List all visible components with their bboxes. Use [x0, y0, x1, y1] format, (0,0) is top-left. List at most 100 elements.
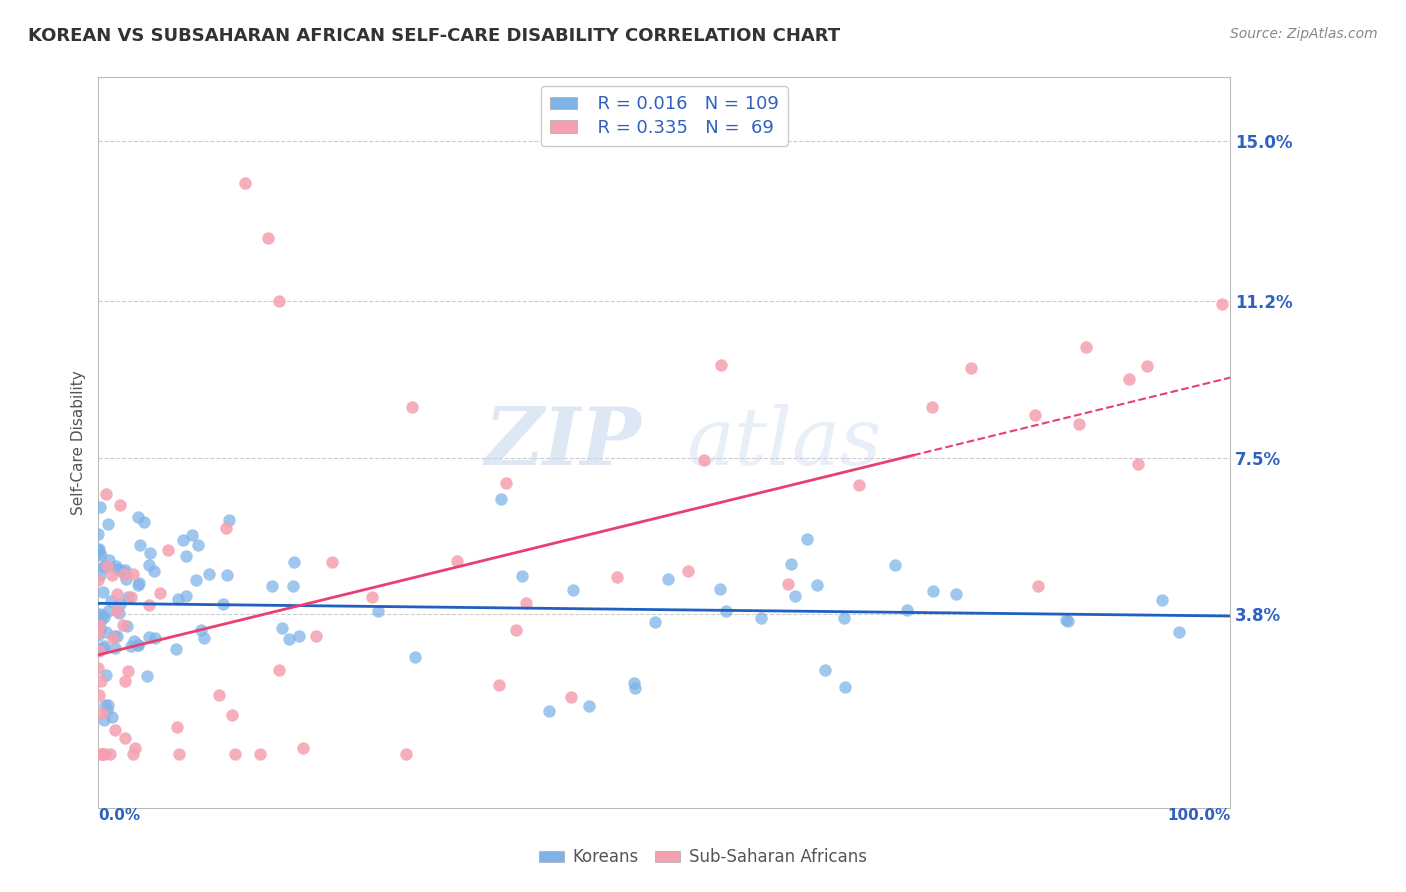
Point [105, 587, 128, 601]
Point [87, 626, 110, 640]
Point [127, 638, 149, 652]
Point [129, 538, 152, 552]
Point [165, 641, 187, 656]
Point [105, 562, 128, 576]
Point [623, 675, 645, 690]
Point [87, 542, 110, 557]
Point [1118, 372, 1140, 386]
Point [87, 628, 110, 642]
Point [692, 453, 714, 467]
Point [305, 629, 328, 643]
Point [1074, 340, 1097, 354]
Point [848, 478, 870, 492]
Point [960, 360, 983, 375]
Point [710, 358, 733, 372]
Point [1136, 359, 1159, 373]
Point [91, 747, 114, 761]
Point [193, 632, 215, 646]
Point [174, 589, 197, 603]
Legend:   R = 0.016   N = 109,   R = 0.335   N =  69: R = 0.016 N = 109, R = 0.335 N = 69 [540, 87, 787, 146]
Point [217, 568, 239, 582]
Point [90, 673, 112, 688]
Point [489, 491, 512, 506]
Point [89, 621, 111, 635]
Point [249, 747, 271, 761]
Point [93, 609, 115, 624]
Point [676, 564, 699, 578]
Point [644, 615, 666, 629]
Point [112, 566, 135, 581]
Point [281, 579, 304, 593]
Point [218, 513, 240, 527]
Point [89, 500, 111, 514]
Point [262, 579, 284, 593]
Point [181, 528, 204, 542]
Point [107, 607, 129, 621]
Point [446, 554, 468, 568]
Point [91, 747, 114, 761]
Point [122, 747, 145, 761]
Point [87, 607, 110, 622]
Point [89, 623, 111, 637]
Point [1028, 579, 1050, 593]
Point [121, 567, 143, 582]
Text: ZIP: ZIP [485, 404, 641, 482]
Point [139, 546, 162, 560]
Point [124, 741, 146, 756]
Point [1056, 614, 1078, 628]
Point [101, 710, 124, 724]
Point [945, 586, 967, 600]
Legend: Koreans, Sub-Saharan Africans: Koreans, Sub-Saharan Africans [531, 840, 875, 875]
Point [212, 597, 235, 611]
Point [138, 630, 160, 644]
Point [922, 583, 945, 598]
Point [142, 564, 165, 578]
Point [167, 747, 190, 761]
Point [135, 669, 157, 683]
Point [108, 563, 131, 577]
Point [198, 567, 221, 582]
Point [90, 548, 112, 562]
Point [287, 629, 309, 643]
Point [233, 176, 256, 190]
Point [149, 586, 172, 600]
Point [714, 603, 737, 617]
Point [128, 576, 150, 591]
Point [806, 578, 828, 592]
Point [606, 570, 628, 584]
Point [187, 538, 209, 552]
Point [515, 596, 537, 610]
Point [190, 623, 212, 637]
Point [624, 681, 647, 695]
Point [495, 476, 517, 491]
Point [87, 574, 110, 588]
Point [120, 639, 142, 653]
Point [108, 498, 131, 512]
Point [834, 681, 856, 695]
Point [98, 747, 121, 761]
Point [221, 708, 243, 723]
Point [1211, 297, 1233, 311]
Point [97, 603, 120, 617]
Point [105, 629, 128, 643]
Point [143, 631, 166, 645]
Point [94, 625, 117, 640]
Point [505, 624, 527, 638]
Point [257, 231, 280, 245]
Point [127, 638, 149, 652]
Point [186, 574, 208, 588]
Point [100, 594, 122, 608]
Point [562, 583, 585, 598]
Point [215, 521, 238, 535]
Point [93, 639, 115, 653]
Point [90, 607, 112, 622]
Point [114, 563, 136, 577]
Point [94, 667, 117, 681]
Point [488, 678, 510, 692]
Point [90, 613, 112, 627]
Point [538, 704, 561, 718]
Point [138, 558, 160, 572]
Point [89, 542, 111, 557]
Text: 100.0%: 100.0% [1167, 808, 1230, 823]
Point [94, 747, 117, 761]
